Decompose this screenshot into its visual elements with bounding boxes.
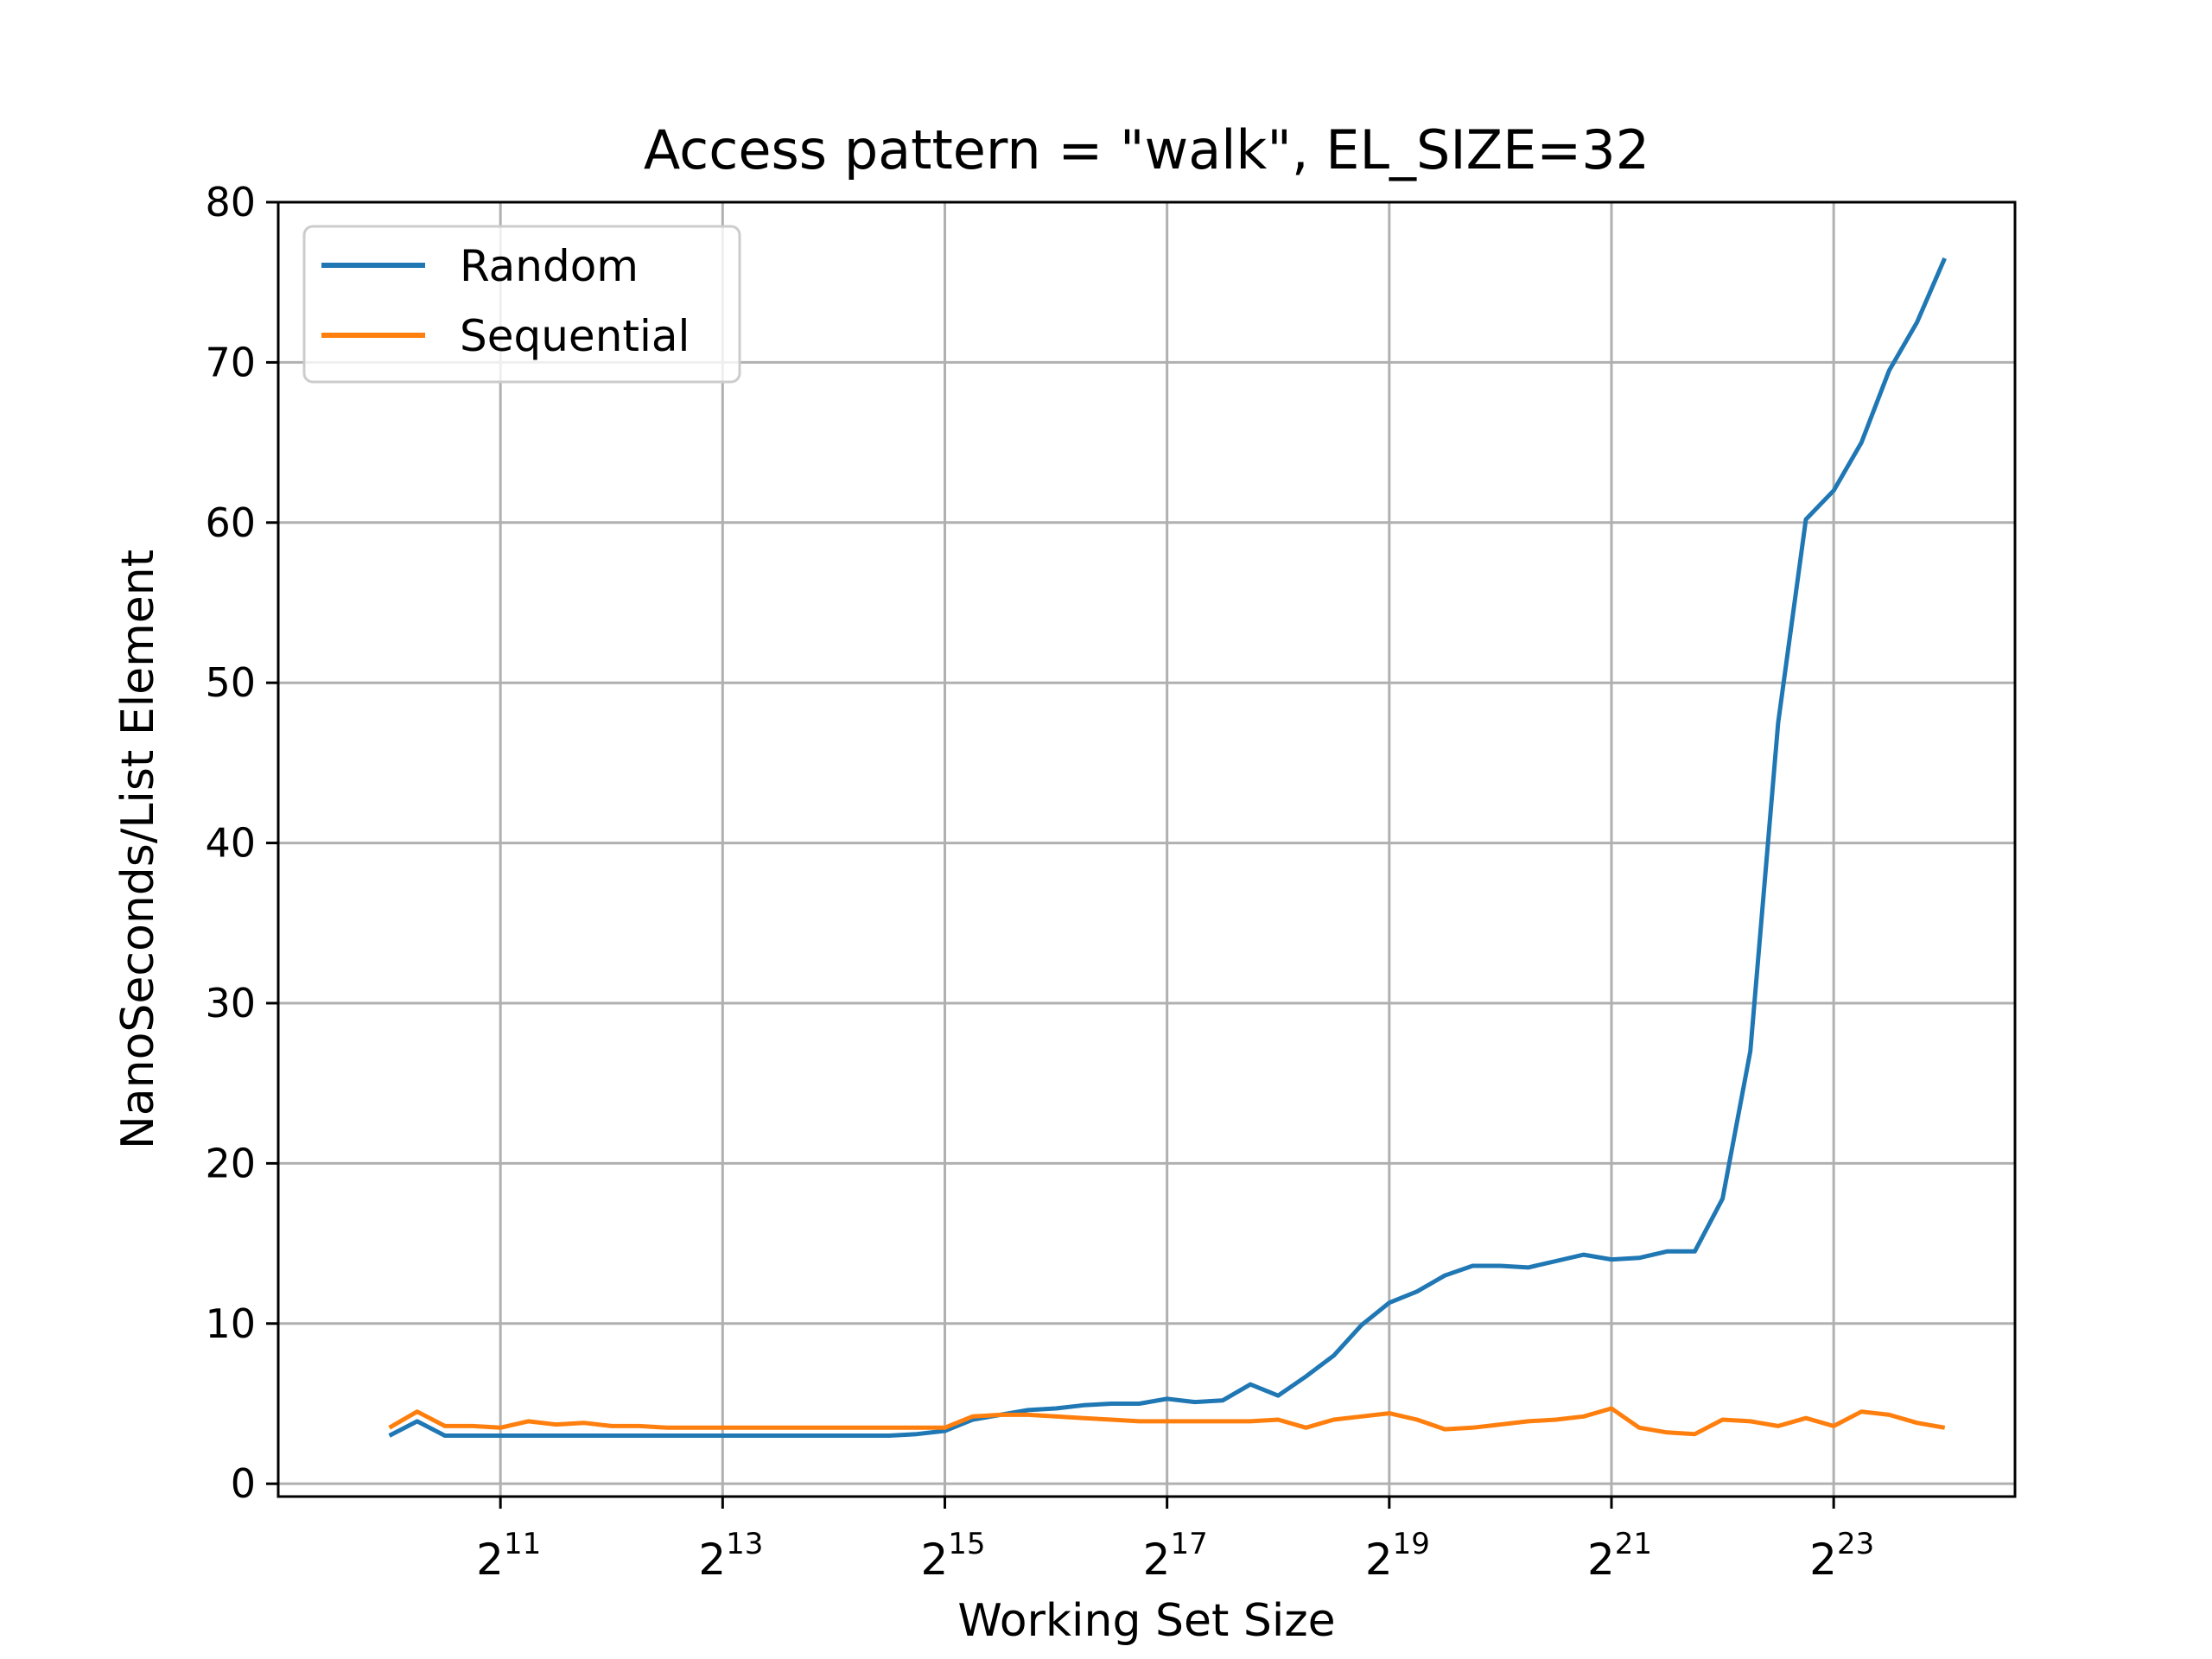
- x-tick-label: 215: [920, 1527, 985, 1585]
- x-tick-label: 219: [1365, 1527, 1430, 1585]
- y-tick-label: 0: [231, 1460, 256, 1507]
- series-line-sequential: [388, 1406, 1946, 1437]
- legend: Random Sequential: [302, 225, 741, 384]
- x-axis-label: Working Set Size: [957, 1595, 1335, 1647]
- x-tick-label: 223: [1809, 1527, 1874, 1585]
- x-tick-exponent: 17: [1170, 1527, 1207, 1561]
- x-tick-label: 213: [698, 1527, 763, 1585]
- y-axis-label: NanoSeconds/List Element: [112, 550, 164, 1149]
- y-tick-label: 50: [205, 659, 256, 706]
- x-tick-base: 2: [1809, 1535, 1837, 1585]
- x-tick-base: 2: [920, 1535, 948, 1585]
- x-tick-base: 2: [1587, 1535, 1615, 1585]
- x-tick-base: 2: [476, 1535, 504, 1585]
- y-tick-label: 20: [205, 1140, 256, 1186]
- x-tick-base: 2: [1365, 1535, 1393, 1585]
- x-tick-exponent: 15: [948, 1527, 985, 1561]
- x-tick-exponent: 23: [1837, 1527, 1874, 1561]
- x-tick-label: 211: [476, 1527, 541, 1585]
- x-tick-exponent: 21: [1615, 1527, 1652, 1561]
- y-tick-label: 70: [205, 339, 256, 385]
- x-tick-exponent: 11: [504, 1527, 541, 1561]
- x-tick-base: 2: [1143, 1535, 1171, 1585]
- legend-label-random: Random: [460, 241, 639, 291]
- chart-title: Access pattern = "walk", EL_SIZE=32: [644, 118, 1649, 181]
- legend-label-sequential: Sequential: [460, 311, 690, 361]
- x-tick-base: 2: [698, 1535, 726, 1585]
- y-tick-label: 10: [205, 1300, 256, 1347]
- series-line-random: [388, 257, 1947, 1438]
- x-tick-label: 217: [1143, 1527, 1208, 1585]
- y-tick-label: 40: [205, 820, 256, 867]
- x-tick-exponent: 19: [1393, 1527, 1430, 1561]
- y-tick-label: 30: [205, 980, 256, 1027]
- x-tick-label: 221: [1587, 1527, 1652, 1585]
- plot-frame: [276, 200, 2017, 1498]
- y-tick-label: 60: [205, 499, 256, 546]
- series-lines: [388, 257, 1947, 1438]
- x-tick-exponent: 13: [726, 1527, 763, 1561]
- y-tick-label: 80: [205, 179, 256, 226]
